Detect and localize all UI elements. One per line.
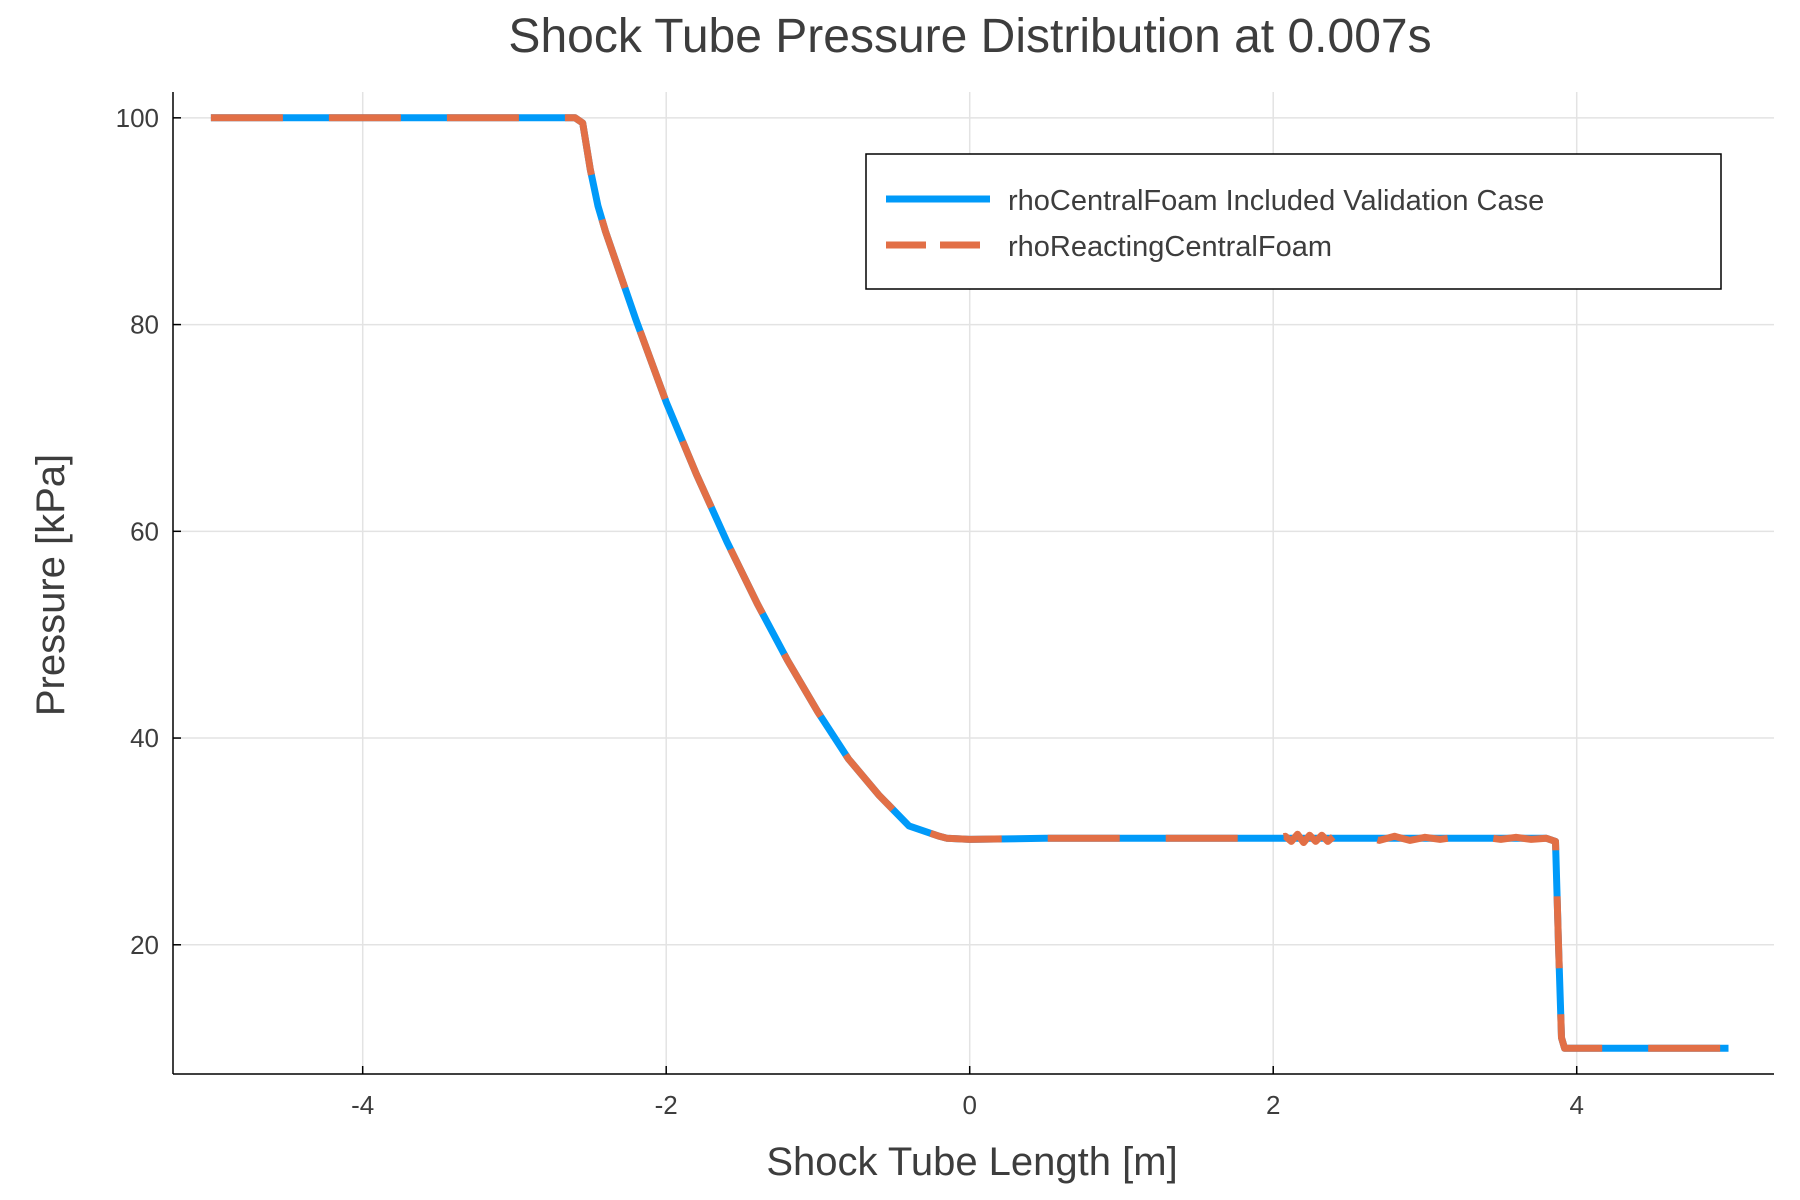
x-axis-label: Shock Tube Length [m] (766, 1140, 1177, 1184)
x-tick-label: -2 (655, 1090, 678, 1120)
y-tick-label: 60 (130, 516, 159, 546)
x-tick-label: 2 (1266, 1090, 1280, 1120)
y-tick-label: 40 (130, 723, 159, 753)
y-axis-label: Pressure [kPa] (29, 454, 73, 716)
legend-label-validation: rhoCentralFoam Included Validation Case (1008, 185, 1544, 217)
legend: rhoCentralFoam Included Validation Case … (865, 153, 1722, 290)
y-tick-label: 80 (130, 310, 159, 340)
tick-labels: -4 -2 0 2 4 20 40 60 80 100 (116, 103, 1584, 1120)
y-tick-label: 20 (130, 930, 159, 960)
x-tick-label: -4 (351, 1090, 374, 1120)
x-tick-label: 0 (962, 1090, 976, 1120)
legend-box (865, 153, 1722, 290)
series-lines (210, 114, 1729, 1052)
axes (172, 92, 1774, 1075)
y-tick-label: 100 (116, 103, 159, 133)
series-line-reacting (210, 114, 1729, 1052)
chart-title: Shock Tube Pressure Distribution at 0.00… (508, 10, 1431, 63)
x-tick-label: 4 (1569, 1090, 1583, 1120)
legend-label-reacting: rhoReactingCentralFoam (1008, 231, 1332, 263)
